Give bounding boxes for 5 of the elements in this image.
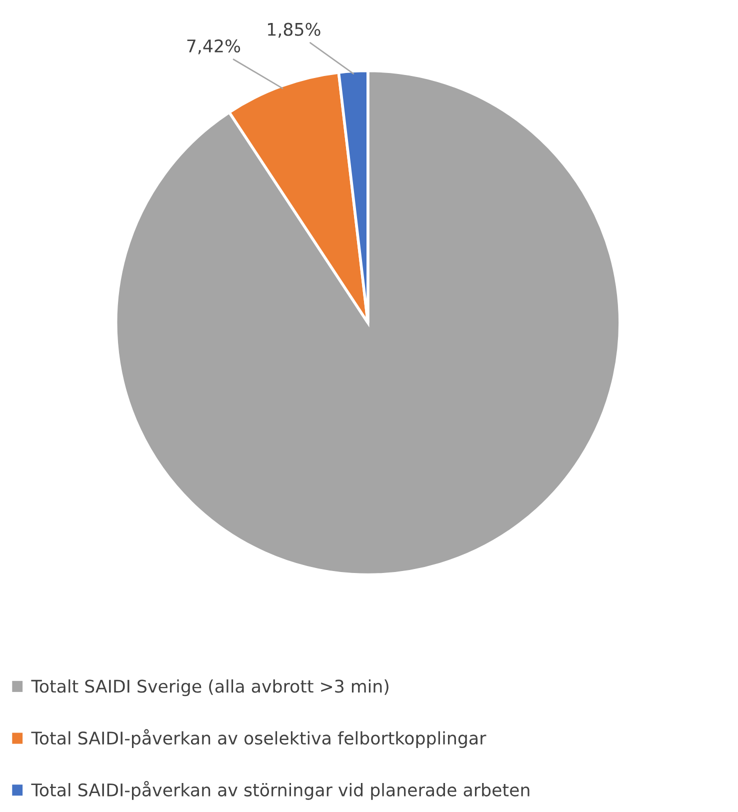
data-label: 7,42% bbox=[187, 39, 240, 54]
legend-label: Totalt SAIDI Sverige (alla avbrott >3 min) bbox=[31, 679, 388, 696]
data-label: 1,85% bbox=[268, 22, 320, 38]
legend-label: Total SAIDI-påverkan av oselektiva felbortkopplingar bbox=[31, 729, 486, 748]
legend-label: Total SAIDI-påverkan av störningar vid planerade arbeten bbox=[31, 780, 530, 800]
